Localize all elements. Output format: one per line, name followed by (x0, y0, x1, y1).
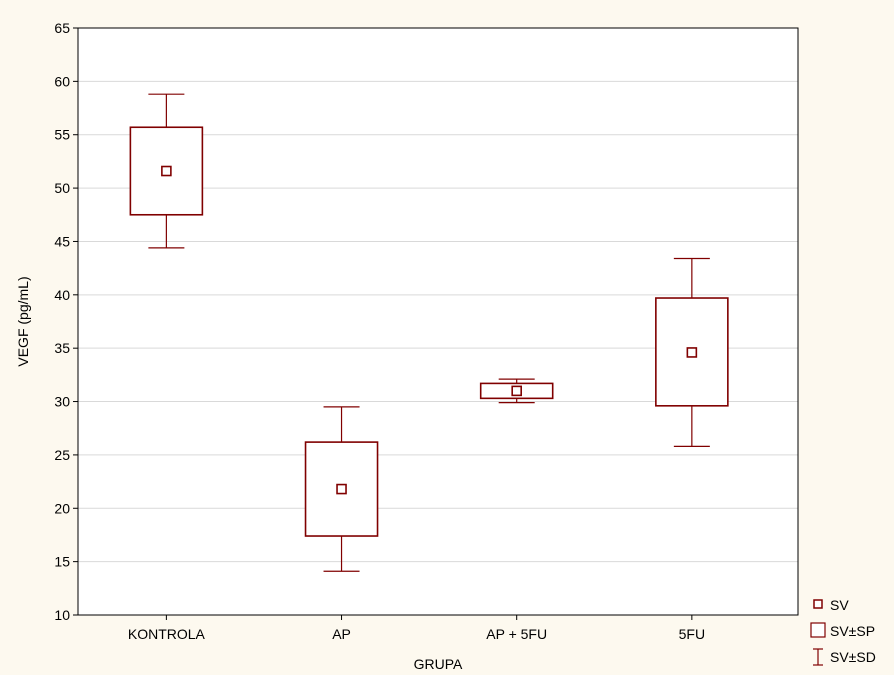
y-tick-label: 15 (54, 554, 70, 570)
y-tick-label: 20 (54, 500, 70, 516)
x-tick-label: AP + 5FU (486, 626, 547, 642)
mean-marker (336, 483, 347, 495)
y-tick-label: 25 (54, 447, 70, 463)
legend-item-box: SV±SP (810, 622, 875, 639)
box-group (129, 93, 204, 249)
mean-marker (511, 385, 522, 397)
y-tick-label: 60 (54, 73, 70, 89)
x-tick-label: KONTROLA (128, 626, 206, 642)
legend-item-whisker: SV±SD (813, 648, 876, 666)
legend-item-mean: SV (813, 597, 849, 613)
x-axis-title: GRUPA (414, 656, 463, 672)
mean-marker (686, 347, 698, 358)
legend: SV SV±SP SV±SD (810, 597, 876, 666)
y-tick-label: 35 (54, 340, 70, 356)
legend-whisker-label: SV±SD (830, 649, 876, 665)
box-group (304, 406, 379, 572)
x-tick-label: 5FU (679, 626, 705, 642)
box-group (479, 378, 554, 404)
y-axis-title: VEGF (pg/mL) (15, 276, 31, 366)
y-tick-label: 55 (54, 127, 70, 143)
box-group (655, 257, 729, 447)
y-tick-label: 10 (54, 607, 70, 623)
legend-mean-marker (813, 599, 823, 609)
legend-box-label: SV±SP (830, 623, 875, 639)
legend-mean-label: SV (830, 597, 849, 613)
plot-frame (77, 27, 799, 616)
y-tick-label: 40 (54, 287, 70, 303)
legend-box-marker (810, 622, 826, 638)
y-tick-label: 45 (54, 233, 70, 249)
x-axis-ticks: KONTROLA AP AP + 5FU 5FU (128, 615, 705, 642)
se-box (304, 441, 379, 537)
box-groups (129, 93, 729, 572)
mean-marker (161, 165, 172, 177)
x-tick-label: AP (332, 626, 351, 642)
plot-area: 10 15 20 25 30 35 40 45 50 55 60 65 KONTROLA AP AP + … (54, 20, 799, 642)
y-tick-label: 65 (54, 20, 70, 36)
y-tick-label: 50 (54, 180, 70, 196)
y-tick-label: 30 (54, 394, 70, 410)
y-axis-ticks: 10 15 20 25 30 35 40 45 50 55 60 65 (54, 20, 78, 623)
